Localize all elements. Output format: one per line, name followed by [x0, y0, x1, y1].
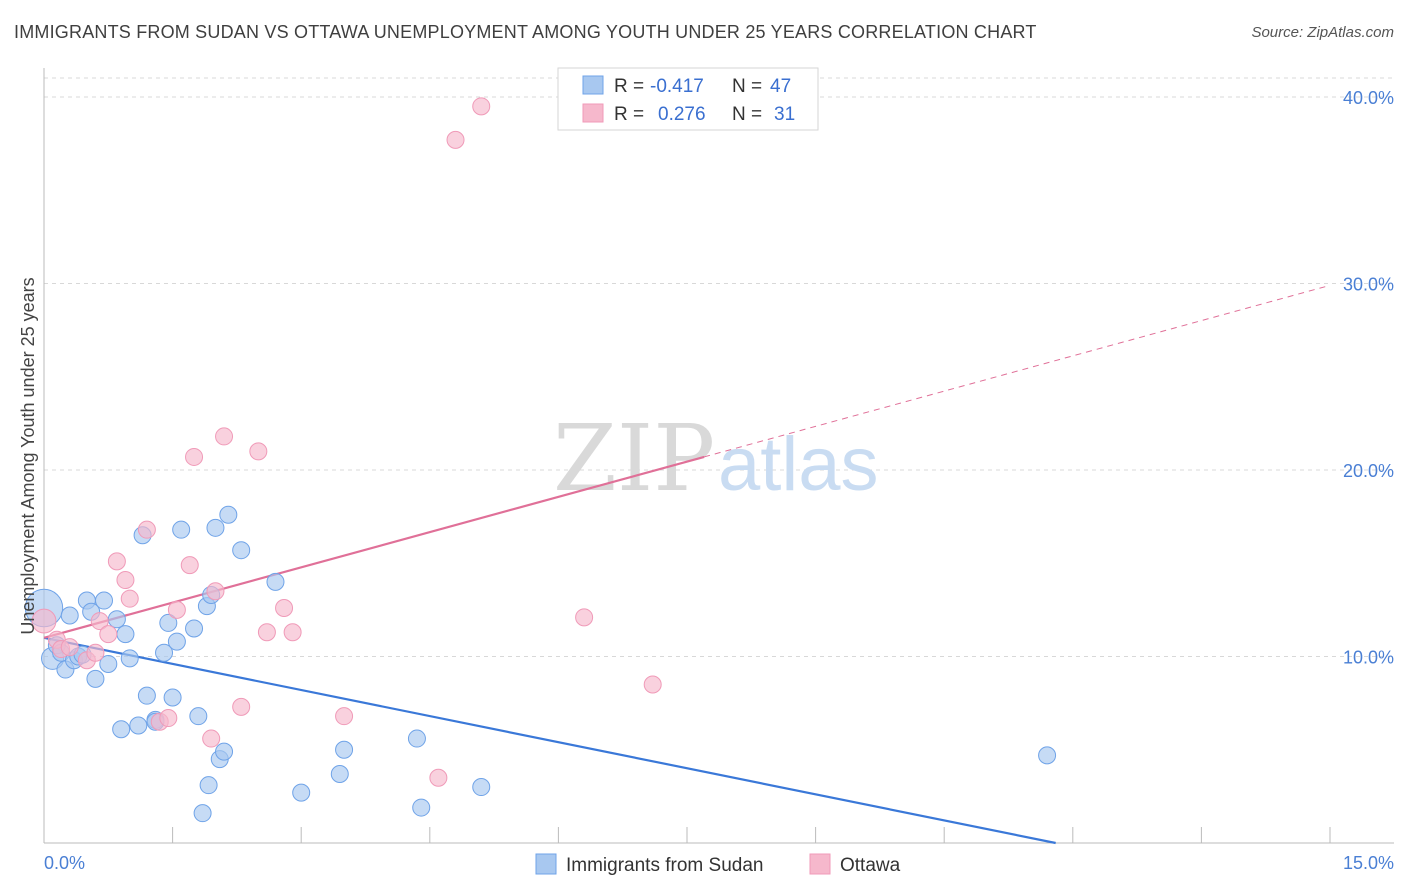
point-ottawa-5 [86, 643, 105, 662]
point-ottawa-11 [137, 520, 156, 539]
y-tick-label-3: 40.0% [1343, 88, 1394, 108]
legend-n-value-ottawa: 31 [774, 104, 795, 125]
point-sudan-46 [1038, 746, 1057, 765]
point-ottawa-13 [159, 709, 178, 728]
legend-r-label-sudan: R = [614, 76, 644, 97]
point-ottawa-10 [120, 589, 139, 608]
y-tick-label-2: 30.0% [1343, 275, 1394, 295]
point-sudan-15 [112, 720, 131, 739]
point-ottawa-17 [202, 729, 221, 748]
legend-r-value-sudan: -0.417 [650, 76, 704, 97]
series-legend: Immigrants from Sudan Ottawa [535, 853, 901, 876]
point-sudan-36 [215, 742, 234, 761]
legend-r-label-ottawa: R = [614, 104, 644, 125]
y-tick-label-1: 20.0% [1343, 461, 1394, 481]
grid-lines [44, 77, 1394, 657]
point-sudan-18 [129, 716, 148, 735]
axes [43, 68, 1394, 844]
point-ottawa-28 [472, 97, 491, 116]
point-ottawa-21 [249, 442, 268, 461]
point-sudan-39 [266, 572, 285, 591]
point-ottawa-30 [643, 675, 662, 694]
point-sudan-38 [232, 541, 251, 560]
point-sudan-26 [167, 632, 186, 651]
y-tick-labels: 10.0% 20.0% 30.0% 40.0% [1343, 88, 1394, 668]
point-ottawa-9 [116, 571, 135, 590]
point-sudan-28 [185, 619, 204, 638]
bottom-legend-label-sudan: Immigrants from Sudan [566, 855, 763, 876]
point-ottawa-14 [167, 600, 186, 619]
trend-line-ottawa-dashed [704, 284, 1331, 458]
trend-lines [43, 284, 1331, 845]
point-sudan-43 [407, 729, 426, 748]
point-sudan-29 [189, 707, 208, 726]
y-tick-label-0: 10.0% [1343, 648, 1394, 668]
point-sudan-17 [120, 649, 139, 668]
point-ottawa-29 [575, 608, 594, 627]
point-ottawa-7 [99, 625, 118, 644]
x-tick-labels: 0.0% 15.0% [44, 853, 1394, 873]
point-ottawa-6 [90, 612, 109, 631]
point-sudan-34 [206, 518, 225, 537]
watermark-zip: ZIP [553, 405, 715, 512]
y-axis-label: Unemployment Among Youth under 25 years [18, 277, 38, 634]
point-ottawa-27 [446, 130, 465, 149]
point-ottawa-19 [215, 427, 234, 446]
point-ottawa-26 [429, 768, 448, 787]
x-tick-label-1: 15.0% [1343, 853, 1394, 873]
point-sudan-5 [60, 606, 79, 625]
point-sudan-32 [199, 776, 218, 795]
source-label: Source: ZipAtlas.com [1251, 24, 1394, 41]
correlation-legend: R = -0.417 N = 47 R = 0.276 N = 31 [557, 67, 819, 131]
point-sudan-16 [116, 625, 135, 644]
point-sudan-13 [99, 654, 118, 673]
point-sudan-24 [159, 613, 178, 632]
point-sudan-41 [330, 764, 349, 783]
point-ottawa-15 [180, 556, 199, 575]
point-ottawa-22 [257, 623, 276, 642]
legend-n-value-sudan: 47 [770, 76, 791, 97]
point-sudan-14 [107, 610, 126, 629]
point-sudan-37 [219, 505, 238, 524]
legend-n-label-ottawa: N = [732, 104, 762, 125]
bottom-legend-swatch-sudan [535, 853, 557, 875]
point-ottawa-18 [206, 582, 225, 601]
legend-n-label-sudan: N = [732, 76, 762, 97]
point-ottawa-25 [335, 707, 354, 726]
point-ottawa-16 [185, 447, 204, 466]
x-tick-label-0: 0.0% [44, 853, 85, 873]
data-points [24, 97, 1057, 823]
point-sudan-23 [155, 643, 174, 662]
point-sudan-44 [412, 798, 431, 817]
point-ottawa-8 [107, 552, 126, 571]
point-sudan-20 [137, 686, 156, 705]
point-sudan-11 [86, 669, 105, 688]
point-sudan-42 [335, 740, 354, 759]
trend-line-sudan [43, 636, 1056, 845]
chart-title: IMMIGRANTS FROM SUDAN VS OTTAWA UNEMPLOY… [14, 22, 1037, 42]
point-sudan-27 [172, 520, 191, 539]
point-ottawa-20 [232, 697, 251, 716]
point-sudan-30 [193, 804, 212, 823]
point-ottawa-3 [60, 638, 79, 657]
point-sudan-40 [292, 783, 311, 802]
point-ottawa-23 [275, 599, 294, 618]
point-sudan-25 [163, 688, 182, 707]
legend-swatch-sudan [582, 75, 604, 95]
point-sudan-12 [95, 591, 114, 610]
point-sudan-45 [472, 778, 491, 797]
trend-line-ottawa-solid [43, 455, 705, 639]
watermark-atlas: atlas [718, 422, 879, 507]
point-ottawa-0 [31, 608, 57, 634]
bottom-legend-label-ottawa: Ottawa [840, 855, 901, 876]
watermark: ZIP atlas [553, 405, 879, 512]
point-ottawa-24 [283, 623, 302, 642]
legend-r-value-ottawa: 0.276 [658, 104, 706, 125]
legend-swatch-ottawa [582, 103, 604, 123]
bottom-legend-swatch-ottawa [809, 853, 831, 875]
